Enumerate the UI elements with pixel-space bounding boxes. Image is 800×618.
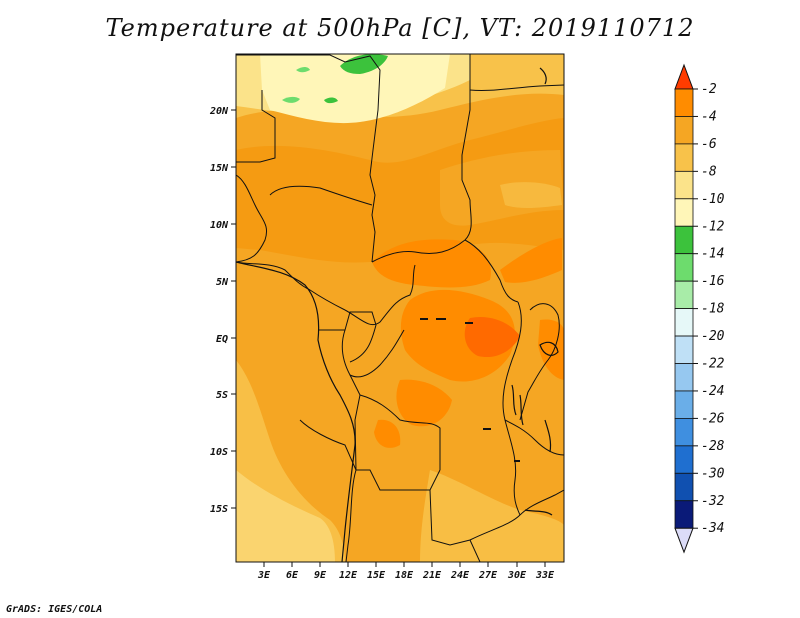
lat-tick-label: 5S <box>216 390 228 401</box>
field-green-patch-2 <box>282 96 300 103</box>
country-borders <box>236 54 564 562</box>
lon-tick-label: 27E <box>478 570 498 581</box>
colorbar-swatch <box>674 170 694 200</box>
colorbar-label: -30 <box>701 466 725 481</box>
colorbar-swatch <box>674 116 694 145</box>
field-mid-band <box>236 118 564 263</box>
field-north-palest <box>260 54 450 124</box>
field-green-patch-3 <box>324 97 338 104</box>
lon-tick-label: 33E <box>535 570 555 581</box>
lat-tick-label: 20N <box>209 106 229 117</box>
colorbar-label: -26 <box>701 411 725 426</box>
lon-tick-label: 18E <box>395 570 414 581</box>
lon-tick-label: 21E <box>422 570 442 581</box>
colorbar-label: -16 <box>701 274 725 289</box>
colorbar-swatch <box>674 445 694 474</box>
colorbar-swatch <box>674 472 694 502</box>
colorbar-label: -22 <box>701 357 725 372</box>
lat-tick-label: 15S <box>210 504 228 515</box>
small-lakes <box>420 318 520 462</box>
lon-tick-label: 30E <box>507 570 527 581</box>
colorbar-swatch <box>674 500 694 529</box>
colorbar-bottom-arrow <box>674 527 694 554</box>
colorbar-swatch <box>674 335 694 364</box>
lat-tick-label: 5N <box>216 277 229 288</box>
colorbar-swatch <box>674 308 694 337</box>
lat-axis: 20N 15N 10N 5N EQ 5S 10S 15S <box>209 106 236 515</box>
colorbar: -2 -4 -6 -8 -10 -12 -14 -16 -18 -20 -22 -24 -26 -28 -3… <box>674 63 725 554</box>
colorbar-swatch <box>674 225 694 255</box>
field-ne-lighter <box>500 182 562 209</box>
lat-tick-label: 10S <box>210 447 228 458</box>
lon-axis: 3E 6E 9E 12E 15E 18E 21E 24E 27E 30E 33E <box>257 562 555 581</box>
colorbar-swatch <box>674 198 694 227</box>
colorbar-label: -20 <box>701 329 725 344</box>
field-core-1 <box>372 239 491 288</box>
colorbar-label: -6 <box>701 137 717 152</box>
colorbar-label: -18 <box>701 302 725 317</box>
footer-credit: GrADS: IGES/COLA <box>6 604 103 615</box>
colorbar-label: -10 <box>701 192 725 207</box>
lat-tick-label: 10N <box>210 220 229 231</box>
field-south-light <box>420 470 564 562</box>
field-core-4 <box>396 379 452 427</box>
field-green-patch <box>340 54 388 74</box>
colorbar-label: -32 <box>701 494 725 509</box>
coastlines <box>236 67 559 562</box>
colorbar-label: -28 <box>701 439 725 454</box>
colorbar-label: -4 <box>701 109 717 124</box>
lon-tick-label: 3E <box>257 570 271 581</box>
lon-tick-label: 12E <box>339 570 358 581</box>
colorbar-top-arrow <box>674 63 694 90</box>
colorbar-label: -14 <box>701 247 724 262</box>
lon-tick-label: 9E <box>314 570 327 581</box>
field-core-5 <box>374 419 401 448</box>
field-green-patch-4 <box>296 67 310 73</box>
colorbar-swatch <box>674 88 694 117</box>
field-core-3 <box>400 289 515 382</box>
lat-tick-label: 15N <box>210 163 229 174</box>
colorbar-label: -12 <box>701 219 725 234</box>
colorbar-swatch <box>674 143 694 172</box>
chart-title: Temperature at 500hPa [C], VT: 201911071… <box>105 14 695 42</box>
colorbar-label: -34 <box>701 521 724 536</box>
colorbar-swatch <box>674 417 694 447</box>
lon-tick-label: 6E <box>286 570 299 581</box>
lon-tick-label: 24E <box>450 570 470 581</box>
map-frame <box>235 53 565 563</box>
field-core-6 <box>538 319 564 380</box>
lat-tick-label: EQ <box>216 334 228 345</box>
field-core-3-hot <box>464 316 520 358</box>
colorbar-swatch <box>674 390 694 419</box>
colorbar-label: -8 <box>701 164 717 179</box>
lon-tick-label: 15E <box>367 570 386 581</box>
colorbar-label: -24 <box>701 384 724 399</box>
colorbar-swatch <box>674 363 694 392</box>
colorbar-label: -2 <box>701 82 717 97</box>
field-core-2 <box>500 238 562 283</box>
map-panel <box>236 54 564 562</box>
field-sw-cooler <box>236 470 335 562</box>
colorbar-swatch <box>674 253 694 282</box>
colorbar-swatch <box>674 280 694 309</box>
